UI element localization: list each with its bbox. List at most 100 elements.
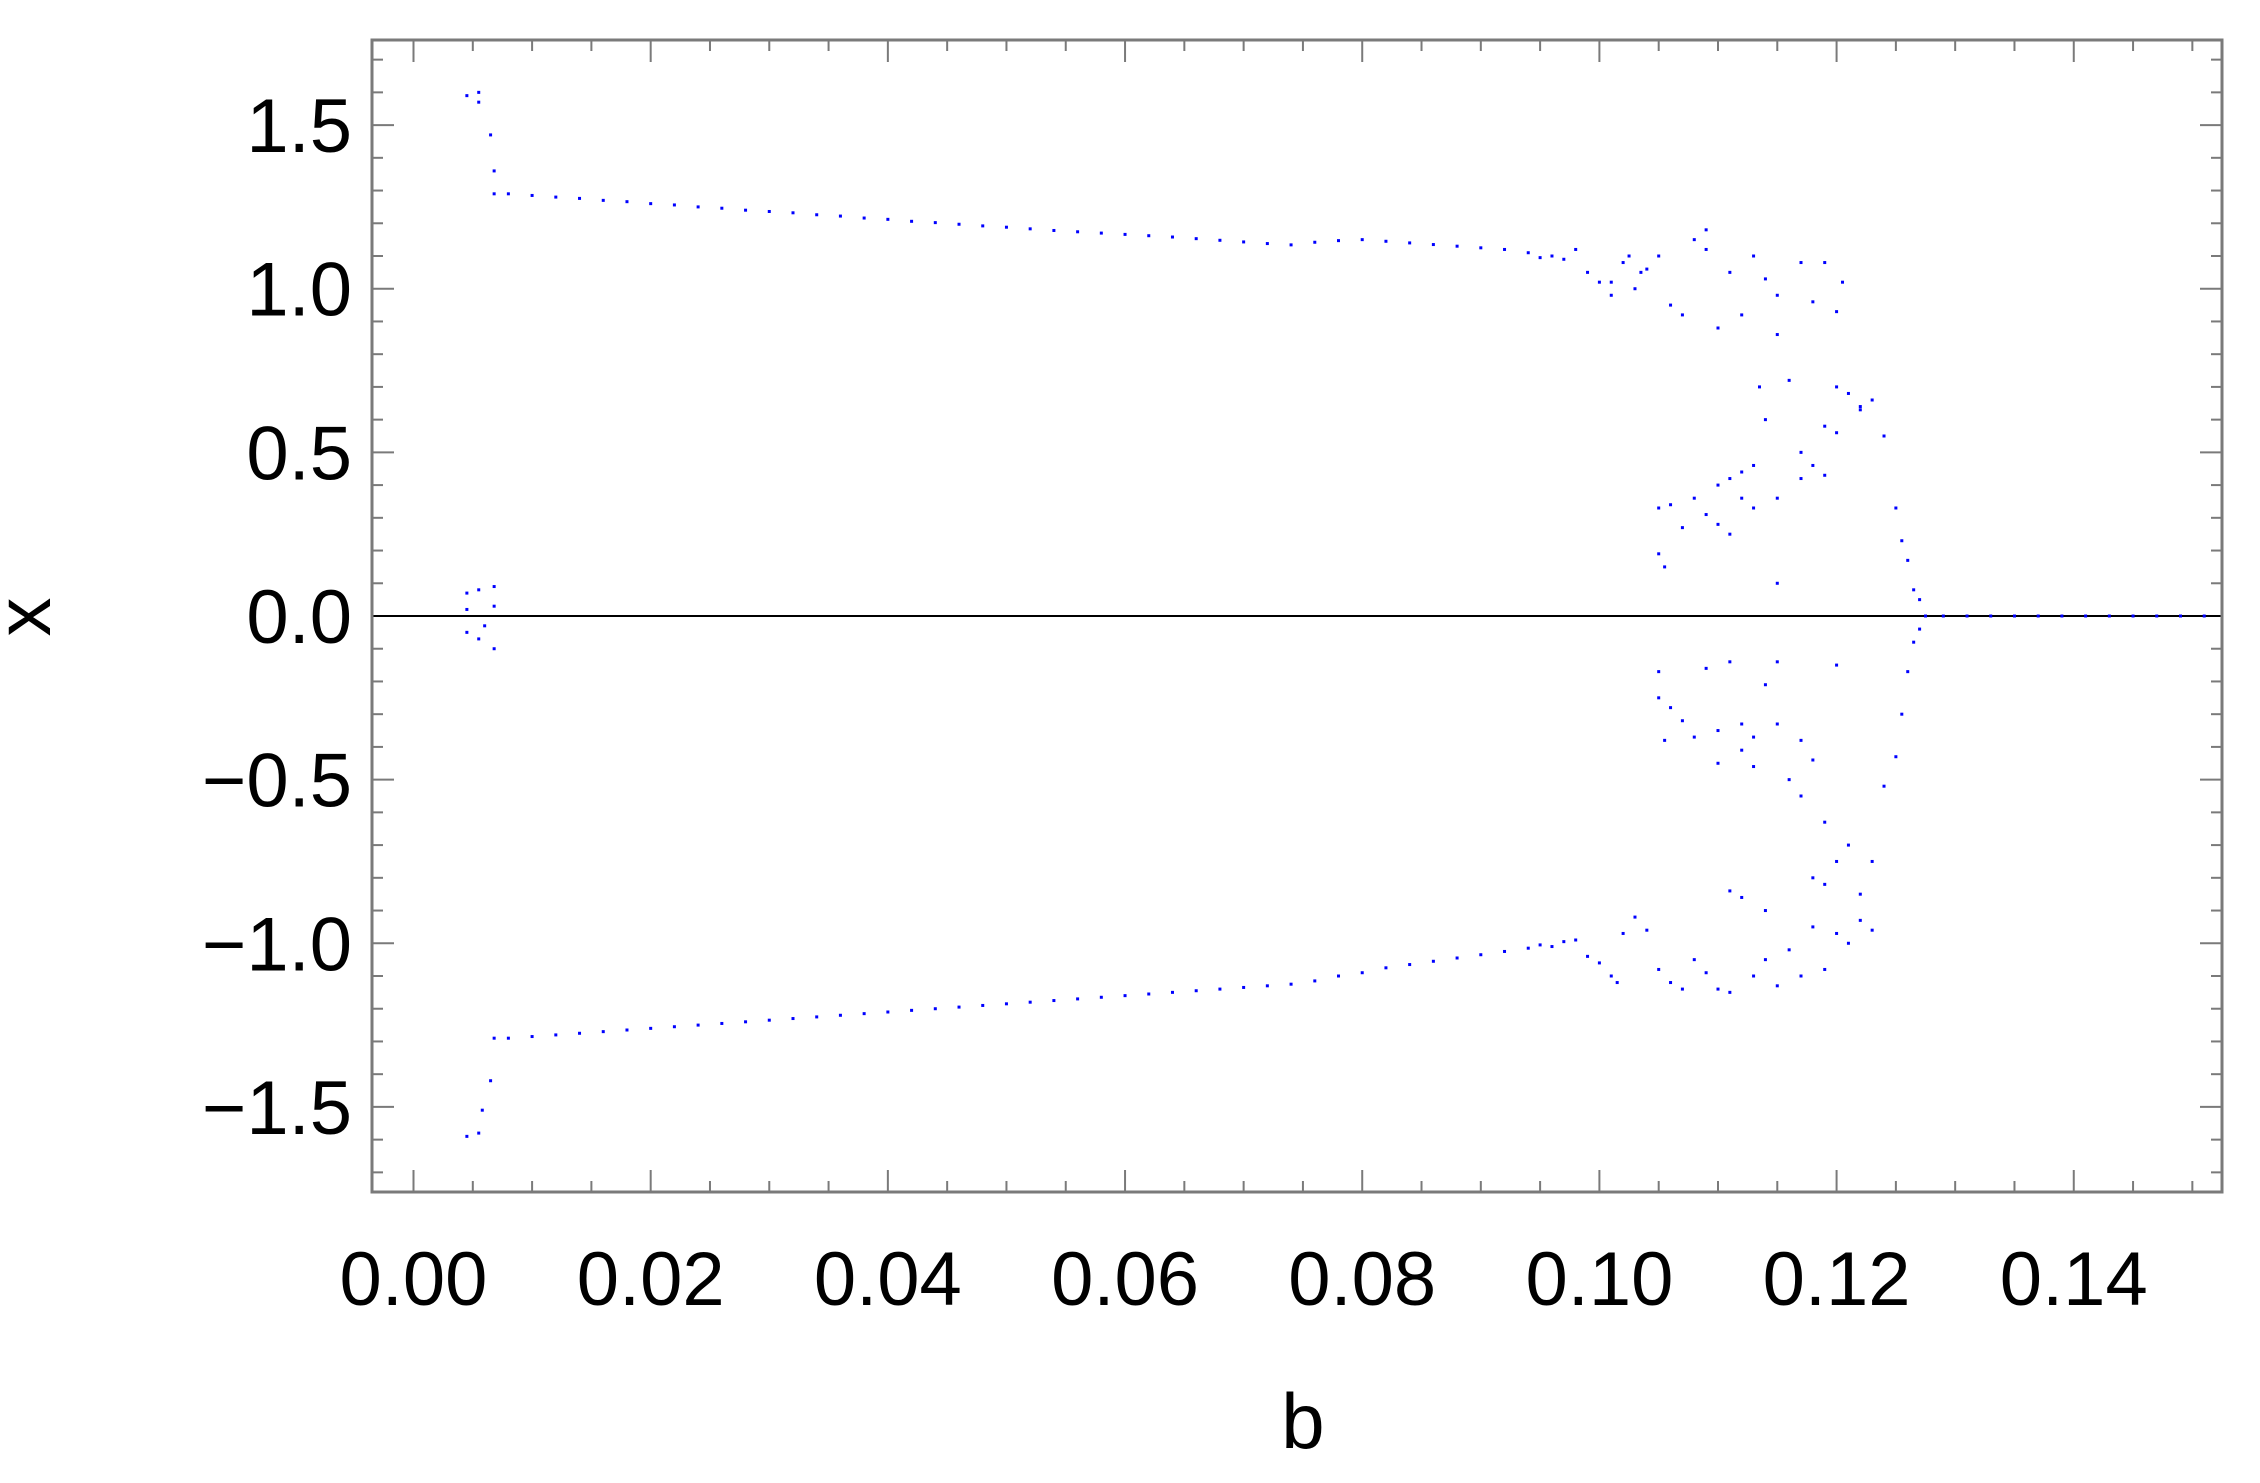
data-point — [1870, 859, 1874, 863]
data-point — [1289, 243, 1293, 247]
data-point — [477, 100, 481, 104]
data-point — [672, 203, 676, 207]
data-point — [1242, 985, 1246, 989]
data-point — [1538, 256, 1542, 260]
data-point — [1823, 261, 1827, 265]
data-point — [1633, 915, 1637, 919]
data-point — [477, 90, 481, 94]
data-point — [1752, 974, 1756, 978]
data-point — [1704, 228, 1708, 232]
data-point — [1823, 820, 1827, 824]
data-point — [1337, 974, 1341, 978]
data-point — [1289, 982, 1293, 986]
data-point — [489, 133, 493, 137]
data-point — [981, 224, 985, 228]
data-point — [2131, 614, 2135, 618]
data-point — [1586, 270, 1590, 274]
data-point — [1123, 994, 1127, 998]
data-point — [1052, 999, 1056, 1003]
data-point — [1846, 843, 1850, 847]
data-point — [1704, 247, 1708, 251]
data-point — [465, 630, 469, 634]
y-tick-labels: −1.5 −1.0 −0.5 0.0 0.5 1.0 1.5 — [202, 84, 352, 1151]
data-point — [1775, 722, 1779, 726]
data-point — [1775, 496, 1779, 500]
data-point — [1609, 974, 1613, 978]
x-tick-label: 0.10 — [1525, 1237, 1673, 1322]
data-point — [649, 1026, 653, 1030]
data-point — [483, 624, 487, 628]
data-point — [1924, 614, 1928, 618]
data-point — [767, 1018, 771, 1022]
data-point — [477, 588, 481, 592]
plot-frame — [370, 38, 2224, 1194]
data-point — [1835, 931, 1839, 935]
data-point — [1384, 239, 1388, 243]
data-point — [2178, 614, 2182, 618]
data-point — [1680, 313, 1684, 317]
data-point — [1099, 231, 1103, 235]
y-tick-label: 1.0 — [246, 248, 352, 333]
data-point — [1835, 310, 1839, 314]
x-tick-label: 0.08 — [1288, 1237, 1436, 1322]
data-point — [1669, 503, 1673, 507]
data-point — [1574, 938, 1578, 942]
minor-ticks — [372, 40, 2222, 1192]
data-point — [1639, 270, 1643, 274]
data-point — [1360, 971, 1364, 975]
data-point — [1799, 477, 1803, 481]
data-point — [1503, 247, 1507, 251]
data-point — [477, 1131, 481, 1135]
data-point — [1123, 232, 1127, 236]
data-point — [1799, 794, 1803, 798]
data-point — [1752, 254, 1756, 258]
data-point — [601, 1030, 605, 1034]
data-point — [1704, 513, 1708, 517]
data-point — [1657, 506, 1661, 510]
data-point — [1479, 953, 1483, 957]
data-point — [957, 222, 961, 226]
data-point — [1799, 738, 1803, 742]
data-point — [506, 1036, 510, 1040]
data-point — [649, 202, 653, 206]
data-point — [1704, 971, 1708, 975]
data-point — [1455, 956, 1459, 960]
data-point — [1384, 966, 1388, 970]
data-point — [1965, 614, 1969, 618]
data-point — [1574, 247, 1578, 251]
data-point — [465, 94, 469, 98]
data-point — [1787, 778, 1791, 782]
data-point — [1360, 238, 1364, 242]
data-point — [672, 1025, 676, 1029]
data-point — [1858, 892, 1862, 896]
y-tick-label: −1.5 — [202, 1066, 352, 1151]
data-point — [1692, 496, 1696, 500]
data-point — [1716, 522, 1720, 526]
data-point — [1004, 225, 1008, 229]
data-point — [480, 1108, 484, 1112]
data-point — [492, 647, 496, 651]
data-point — [1918, 627, 1922, 631]
data-point — [1242, 240, 1246, 244]
data-point — [1728, 532, 1732, 536]
data-point — [2202, 614, 2206, 618]
data-point — [530, 193, 534, 197]
data-point — [1894, 755, 1898, 759]
data-point — [1882, 434, 1886, 438]
y-tick-label: 0.0 — [246, 575, 352, 660]
data-point — [2012, 614, 2016, 618]
data-point — [1728, 889, 1732, 893]
data-point — [1870, 398, 1874, 402]
data-point — [1076, 997, 1080, 1001]
data-point — [1562, 257, 1566, 261]
data-point — [1692, 238, 1696, 242]
data-point — [1728, 477, 1732, 481]
x-tick-labels: 0.00 0.02 0.04 0.06 0.08 0.10 0.12 0.14 — [340, 1237, 2148, 1322]
data-point — [1775, 333, 1779, 337]
data-point — [933, 221, 937, 225]
y-tick-label: 0.5 — [246, 411, 352, 496]
data-point — [1775, 293, 1779, 297]
data-point — [1846, 941, 1850, 945]
data-point — [1704, 666, 1708, 670]
